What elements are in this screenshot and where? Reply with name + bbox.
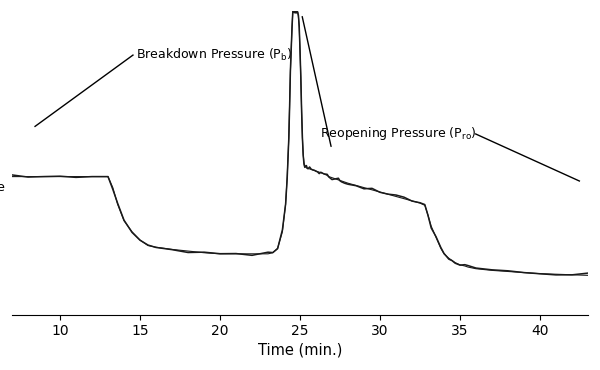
Text: Breakdown Pressure ($\mathregular{P_b}$): Breakdown Pressure ($\mathregular{P_b}$)	[136, 47, 292, 63]
Text: Reopening Pressure ($\mathregular{P_{ro}}$): Reopening Pressure ($\mathregular{P_{ro}…	[320, 125, 477, 142]
X-axis label: Time (min.): Time (min.)	[258, 342, 342, 357]
Text: Pressure: Pressure	[0, 181, 6, 194]
